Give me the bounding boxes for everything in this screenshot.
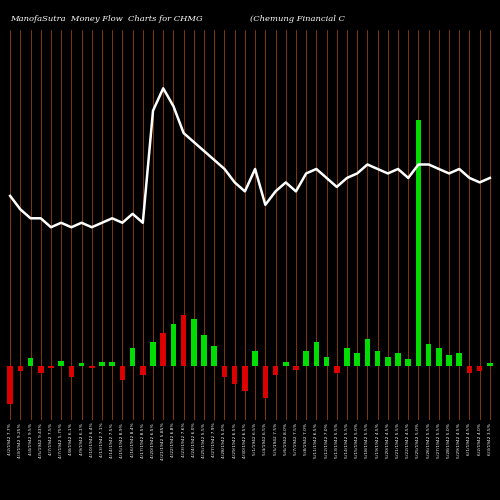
Text: ManofaSutra  Money Flow  Charts for CHMG: ManofaSutra Money Flow Charts for CHMG bbox=[10, 15, 203, 23]
Bar bbox=[314, 342, 319, 366]
Bar bbox=[252, 350, 258, 366]
Bar bbox=[89, 366, 94, 368]
Bar bbox=[344, 348, 350, 366]
Bar bbox=[202, 335, 207, 366]
Bar bbox=[181, 314, 186, 366]
Bar bbox=[130, 348, 136, 366]
Bar bbox=[416, 120, 421, 366]
Bar bbox=[446, 355, 452, 366]
Bar bbox=[170, 324, 176, 366]
Bar bbox=[426, 344, 432, 366]
Bar bbox=[232, 366, 237, 384]
Bar bbox=[304, 350, 309, 366]
Bar bbox=[160, 332, 166, 366]
Bar bbox=[293, 366, 298, 370]
Bar bbox=[140, 366, 145, 375]
Bar bbox=[456, 353, 462, 366]
Bar bbox=[68, 366, 74, 378]
Bar bbox=[18, 366, 23, 370]
Bar bbox=[487, 362, 492, 366]
Bar bbox=[375, 350, 380, 366]
Bar bbox=[150, 342, 156, 366]
Bar bbox=[395, 353, 401, 366]
Text: (Chemung Financial C: (Chemung Financial C bbox=[250, 15, 345, 23]
Bar bbox=[272, 366, 278, 375]
Bar bbox=[99, 362, 105, 366]
Bar bbox=[466, 366, 472, 373]
Bar bbox=[110, 362, 115, 366]
Bar bbox=[28, 358, 34, 366]
Bar bbox=[477, 366, 482, 370]
Bar bbox=[354, 353, 360, 366]
Bar bbox=[242, 366, 248, 391]
Bar bbox=[436, 348, 442, 366]
Bar bbox=[48, 366, 54, 368]
Bar bbox=[262, 366, 268, 398]
Bar bbox=[8, 366, 13, 405]
Bar bbox=[324, 357, 330, 366]
Bar bbox=[79, 362, 84, 366]
Bar bbox=[212, 346, 217, 366]
Bar bbox=[334, 366, 340, 373]
Bar bbox=[222, 366, 228, 378]
Bar bbox=[364, 340, 370, 366]
Bar bbox=[38, 366, 44, 373]
Bar bbox=[191, 319, 196, 366]
Bar bbox=[406, 360, 411, 366]
Bar bbox=[58, 361, 64, 366]
Bar bbox=[120, 366, 125, 380]
Bar bbox=[385, 357, 390, 366]
Bar bbox=[283, 362, 288, 366]
